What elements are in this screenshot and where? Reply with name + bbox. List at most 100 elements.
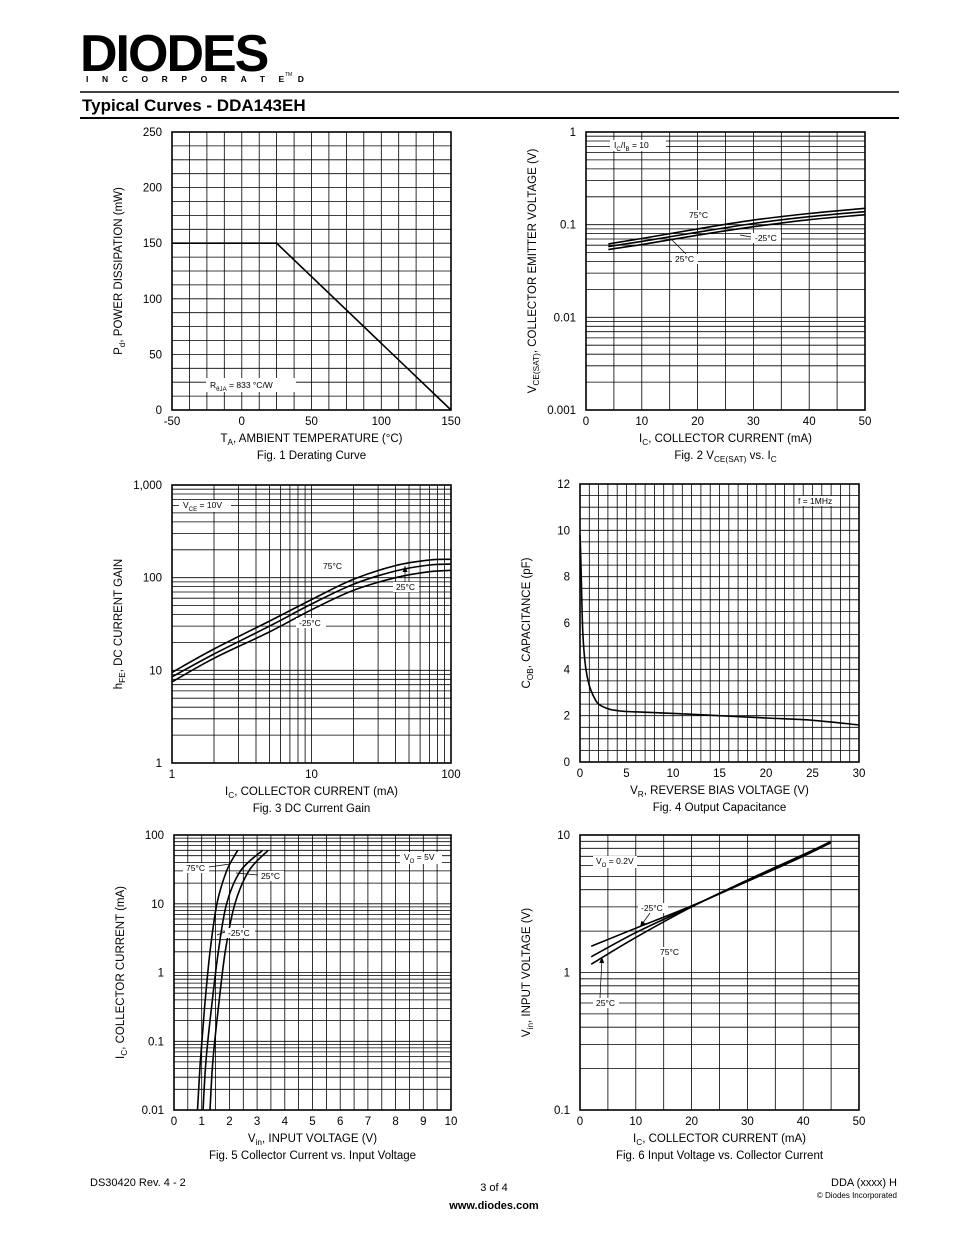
x-tick-label: 0 bbox=[577, 1116, 583, 1128]
logo-subtext: INCORPORATED bbox=[86, 74, 318, 84]
fig3-x-axis-label: IC, COLLECTOR CURRENT (mA) bbox=[225, 786, 398, 800]
fig2-annotation-label: 25°C bbox=[675, 254, 694, 264]
x-tick-label: 40 bbox=[797, 1116, 810, 1128]
annotation-background bbox=[593, 998, 619, 1008]
y-tick-label: 0.001 bbox=[547, 405, 576, 417]
annotation-background bbox=[183, 863, 209, 873]
x-tick-label: 20 bbox=[691, 416, 704, 428]
fig4-caption: Fig. 4 Output Capacitance bbox=[653, 802, 787, 814]
fig6-annotation-label: 75°C bbox=[660, 947, 679, 957]
y-tick-label: 0.01 bbox=[142, 1105, 164, 1117]
x-tick-label: 15 bbox=[713, 768, 726, 780]
y-tick-label: 1 bbox=[564, 968, 570, 980]
fig2-series-line bbox=[608, 213, 866, 251]
fig2-annotation-label: 75°C bbox=[689, 210, 708, 220]
fig3-grid bbox=[171, 484, 452, 764]
annotation-background bbox=[206, 378, 296, 392]
section-title: Typical Curves - DDA143EH bbox=[82, 96, 306, 115]
fig5-series-line bbox=[196, 849, 239, 1111]
fig1-grid bbox=[171, 131, 452, 411]
fig6-annotation-label: -25°C bbox=[641, 903, 663, 913]
fig4-output-capacitance-chart: 0 5 10 15 20 25 30 0 2 4 6 8 10 12 VR, REVERSE BIAS VO… bbox=[521, 479, 865, 814]
fig1-x-axis-label: TA, AMBIENT TEMPERATURE (°C) bbox=[221, 433, 403, 447]
annotation-background bbox=[638, 903, 668, 913]
fig4-plot-frame bbox=[579, 483, 860, 763]
fig5-plot-frame bbox=[173, 834, 452, 1111]
x-tick-label: 5 bbox=[309, 1116, 315, 1128]
fig5-y-axis-label: IC, COLLECTOR CURRENT (mA) bbox=[115, 886, 129, 1059]
y-tick-label: 1,000 bbox=[133, 480, 162, 492]
fig3-caption: Fig. 3 DC Current Gain bbox=[253, 803, 371, 815]
fig3-y-axis-label: hFE, DC CURRENT GAIN bbox=[113, 559, 127, 690]
y-tick-label: 1 bbox=[156, 758, 162, 770]
fig2-caption: Fig. 2 VCE(SAT) vs. IC bbox=[674, 450, 776, 464]
fig3-dc-current-gain-chart: 1 10 100 1 10 100 1,000 IC, COLLECTOR CURRENT (… bbox=[113, 480, 461, 815]
x-tick-label: 150 bbox=[441, 416, 460, 428]
x-tick-label: -50 bbox=[164, 416, 181, 428]
x-tick-label: 30 bbox=[853, 768, 866, 780]
x-tick-label: 8 bbox=[392, 1116, 398, 1128]
website-link[interactable]: www.diodes.com bbox=[448, 1200, 539, 1212]
annotation-background bbox=[393, 582, 419, 592]
fig3-annotation-label: 25°C bbox=[396, 582, 415, 592]
x-tick-label: 10 bbox=[305, 769, 318, 781]
x-tick-label: 20 bbox=[760, 768, 773, 780]
x-tick-label: 10 bbox=[667, 768, 680, 780]
x-tick-label: 0 bbox=[171, 1116, 177, 1128]
annotation-background bbox=[179, 500, 231, 512]
x-tick-label: 50 bbox=[853, 1116, 866, 1128]
y-tick-label: 200 bbox=[143, 183, 162, 195]
annotation-arrowhead bbox=[640, 920, 646, 927]
fig1-annotation-label: RθJA = 833 °C/W bbox=[210, 380, 273, 393]
y-tick-label: 4 bbox=[564, 664, 571, 676]
fig6-x-axis-label: IC, COLLECTOR CURRENT (mA) bbox=[633, 1133, 806, 1147]
annotation-background bbox=[225, 928, 255, 938]
fig2-y-axis-label: VCE(SAT), COLLECTOR EMITTER VOLTAGE (V) bbox=[527, 149, 541, 394]
annotation-background bbox=[258, 871, 284, 881]
x-tick-label: 20 bbox=[685, 1116, 698, 1128]
y-tick-label: 12 bbox=[557, 479, 570, 491]
fig3-series-line bbox=[171, 558, 452, 674]
fig6-annotation-label: 25°C bbox=[596, 998, 615, 1008]
x-tick-label: 0 bbox=[239, 416, 245, 428]
x-tick-label: 100 bbox=[372, 416, 391, 428]
annotation-background bbox=[400, 852, 442, 864]
y-tick-label: 8 bbox=[564, 572, 570, 584]
annotation-arrowhead bbox=[599, 957, 605, 964]
fig2-x-axis-label: IC, COLLECTOR CURRENT (mA) bbox=[639, 433, 812, 447]
fig4-annotation-label: f = 1MHz bbox=[798, 496, 832, 506]
fig2-plot-frame bbox=[585, 131, 866, 411]
fig3-series-line bbox=[171, 563, 452, 678]
x-tick-label: 0 bbox=[583, 416, 589, 428]
fig5-series-line bbox=[202, 849, 264, 1111]
logo-trademark: TM bbox=[285, 72, 292, 78]
annotation-leader-line bbox=[208, 863, 231, 868]
fig6-input-voltage-chart: 0 10 20 30 40 50 0.1 1 10 IC, COLLECTOR CURRENT (… bbox=[521, 830, 865, 1162]
fig5-series-line bbox=[209, 849, 269, 1111]
annotation-background bbox=[610, 140, 666, 151]
y-tick-label: 10 bbox=[151, 899, 164, 911]
annotation-leader-line bbox=[599, 956, 603, 999]
annotation-background bbox=[296, 618, 326, 628]
x-tick-label: 4 bbox=[282, 1116, 289, 1128]
fig4-x-axis-label: VR, REVERSE BIAS VOLTAGE (V) bbox=[630, 785, 809, 799]
x-tick-label: 1 bbox=[169, 769, 175, 781]
y-tick-label: 6 bbox=[564, 618, 570, 630]
fig2-annotation-label: -25°C bbox=[755, 233, 777, 243]
fig5-annotation-label: 75°C bbox=[186, 863, 205, 873]
fig2-grid bbox=[585, 131, 866, 411]
fig2-series-line bbox=[608, 207, 866, 245]
y-tick-label: 2 bbox=[564, 711, 570, 723]
y-tick-label: 10 bbox=[557, 830, 570, 842]
fig6-plot-frame bbox=[579, 834, 860, 1111]
x-tick-label: 100 bbox=[441, 769, 460, 781]
x-tick-label: 50 bbox=[859, 416, 872, 428]
fig3-series-line bbox=[171, 569, 452, 683]
annotation-background bbox=[795, 496, 837, 506]
fig4-y-axis-label: COB, CAPACITANCE (pF) bbox=[521, 557, 535, 688]
x-tick-label: 40 bbox=[803, 416, 816, 428]
fig1-caption: Fig. 1 Derating Curve bbox=[257, 450, 366, 462]
diodes-logo: DIODES INCORPORATED TM bbox=[80, 25, 318, 84]
